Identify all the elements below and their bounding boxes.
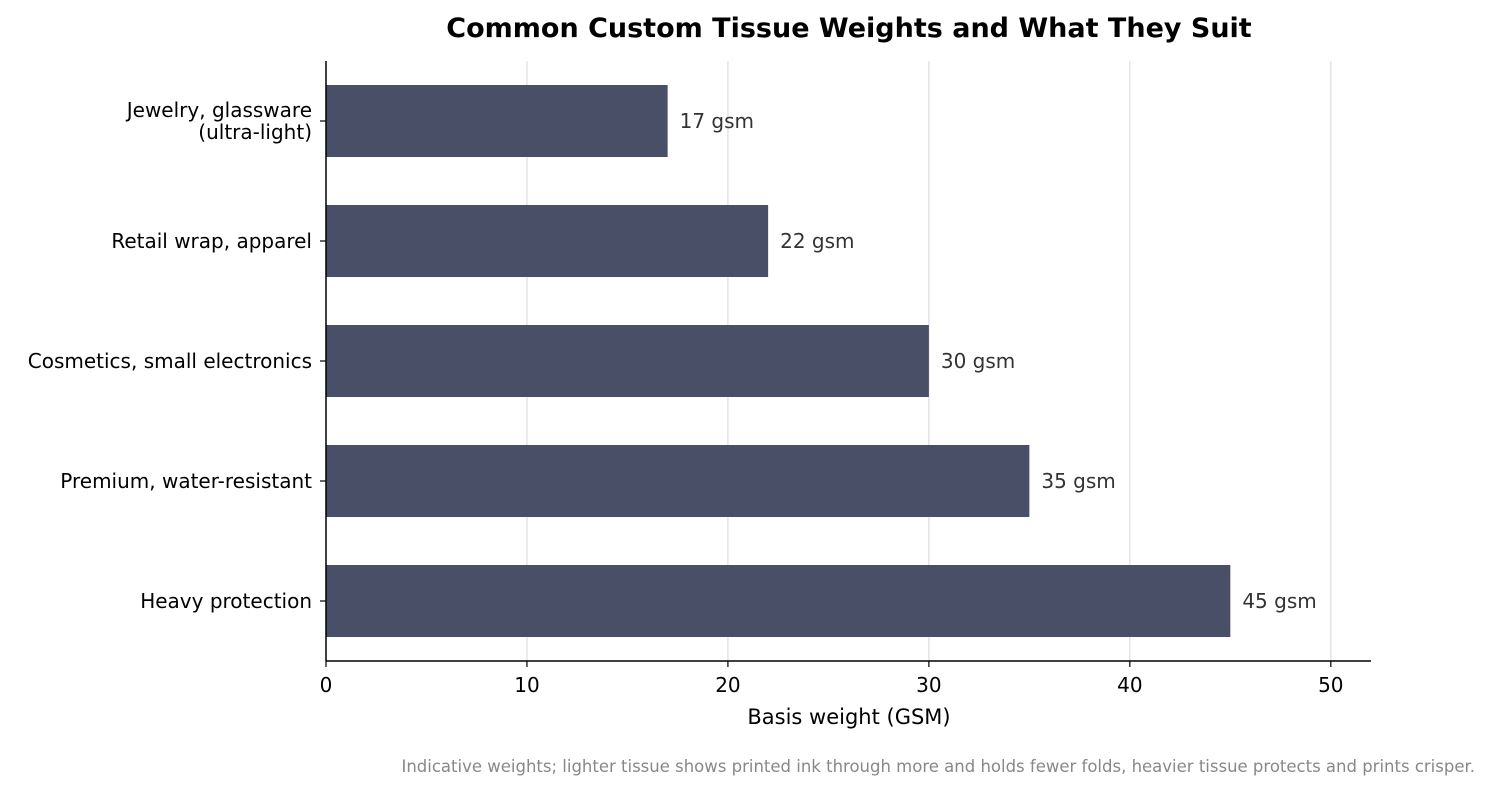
data-label-0: 17 gsm xyxy=(680,109,754,133)
data-label-2: 30 gsm xyxy=(941,349,1015,373)
category-label-3: Premium, water-resistant xyxy=(60,469,312,493)
category-label-4: Heavy protection xyxy=(140,589,312,613)
x-tick-label-5: 50 xyxy=(1318,673,1343,697)
category-label-line: (ultra-light) xyxy=(198,120,312,144)
bar-4 xyxy=(326,565,1231,637)
category-label-line: Heavy protection xyxy=(140,589,312,613)
data-label-3: 35 gsm xyxy=(1041,469,1115,493)
x-axis-label: Basis weight (GSM) xyxy=(747,705,950,729)
x-tick-label-0: 0 xyxy=(320,673,333,697)
x-tick-label-1: 10 xyxy=(514,673,539,697)
chart-title: Common Custom Tissue Weights and What Th… xyxy=(446,13,1252,44)
category-label-0: Jewelry, glassware (ultra-light) xyxy=(125,98,312,144)
axes xyxy=(320,61,1371,667)
data-label-4: 45 gsm xyxy=(1242,589,1316,613)
category-label-line: Retail wrap, apparel xyxy=(111,229,312,253)
category-label-line: Premium, water-resistant xyxy=(60,469,312,493)
data-label-1: 22 gsm xyxy=(780,229,854,253)
footnote: Indicative weights; lighter tissue shows… xyxy=(401,757,1475,776)
labels: Jewelry, glassware (ultra-light) 17 gsm Ret… xyxy=(28,98,1344,697)
category-label-line: Jewelry, glassware xyxy=(125,98,312,122)
x-tick-label-3: 30 xyxy=(916,673,941,697)
bar-1 xyxy=(326,205,769,277)
x-tick-label-2: 20 xyxy=(715,673,740,697)
category-label-1: Retail wrap, apparel xyxy=(111,229,312,253)
category-label-2: Cosmetics, small electronics xyxy=(28,349,312,373)
bars xyxy=(326,85,1231,637)
bar-2 xyxy=(326,325,929,397)
category-label-line: Cosmetics, small electronics xyxy=(28,349,312,373)
bar-0 xyxy=(326,85,668,157)
bar-3 xyxy=(326,445,1030,517)
x-tick-label-4: 40 xyxy=(1117,673,1142,697)
